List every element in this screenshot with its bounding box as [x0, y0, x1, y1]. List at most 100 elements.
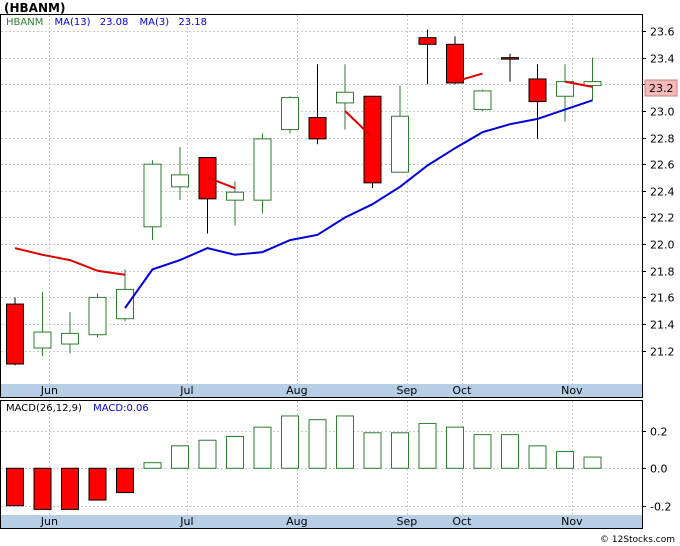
macd-legend-value: MACD:0.06 [93, 403, 149, 414]
candle [6, 297, 24, 366]
candle-body [473, 90, 492, 111]
price-tick-label: 21.8 [650, 266, 675, 279]
legend-ma13-value: 23.08 [100, 17, 129, 28]
chart-title: (HBANM) [4, 1, 65, 15]
macd-tick-label: -0.2 [650, 501, 671, 514]
month-label: Sep [397, 384, 418, 397]
price-tick-label: 22.6 [650, 159, 675, 172]
month-label: Aug [286, 384, 307, 397]
candle [226, 181, 244, 226]
month-band-bottom [1, 515, 642, 528]
candle [501, 53, 519, 82]
ma3-line [344, 110, 374, 139]
last-price-value: 23.2 [649, 82, 674, 95]
price-tick-label: 21.2 [650, 346, 675, 359]
month-axis-bottom: Jun Jul Aug Sep Oct Nov [40, 515, 583, 528]
month-label: Oct [452, 384, 472, 397]
candle-body [363, 95, 382, 184]
last-price-tag: 23.2 [644, 79, 678, 97]
watermark: © 12Stocks.com [600, 535, 675, 545]
macd-bar [336, 415, 354, 469]
macd-bar [33, 467, 52, 510]
ma3-line [564, 80, 593, 88]
macd-bar [391, 432, 409, 469]
candle [171, 146, 189, 201]
macd-bar [473, 434, 492, 469]
candle [363, 95, 382, 189]
macd-tick-label: 0.0 [650, 463, 668, 476]
price-tick-label: 23.4 [650, 53, 675, 66]
macd-legend-label: MACD(26,12,9) [6, 403, 82, 414]
candle-body [556, 81, 574, 97]
price-tick-label: 22.4 [650, 186, 675, 199]
candle [473, 89, 492, 111]
candle [143, 160, 162, 241]
candle [336, 64, 354, 130]
candle [446, 36, 464, 85]
legend-ma3-value: 23.18 [178, 17, 207, 28]
macd-bar [253, 426, 272, 469]
moving-averages [14, 72, 593, 309]
month-axis-top: Jun Jul Aug Sep Oct Nov [40, 384, 583, 397]
candle-body [446, 43, 464, 84]
macd-bar [6, 467, 24, 507]
candle-body [143, 163, 162, 228]
candle [556, 64, 574, 122]
candle-body [281, 97, 299, 131]
month-label: Jun [40, 515, 58, 528]
month-label: Nov [561, 515, 583, 528]
candle [528, 64, 547, 139]
month-label: Aug [286, 515, 307, 528]
ma3-line [14, 247, 126, 276]
price-tick-label: 23.6 [650, 26, 675, 39]
macd-bar [143, 462, 162, 469]
candle [116, 269, 134, 322]
candle-body [336, 91, 354, 104]
candle-body [6, 303, 24, 365]
macd-bar [501, 434, 519, 469]
price-panel [0, 14, 643, 398]
candle-body [88, 296, 107, 336]
candle-body [226, 191, 244, 201]
macd-bar [528, 445, 547, 469]
candle [391, 85, 409, 173]
price-axis: 21.2 21.4 21.6 21.8 22.0 22.2 22.4 22.6 22.8 23.0… [642, 26, 675, 359]
price-tick-label: 21.6 [650, 292, 675, 305]
macd-bar [418, 422, 437, 469]
price-tick-label: 22.0 [650, 239, 675, 252]
macd-bars [6, 415, 602, 510]
candle [33, 292, 52, 357]
macd-legend: MACD(26,12,9) MACD:0.06 [6, 403, 149, 414]
legend-ma3-label: MA(3) [140, 17, 170, 28]
candle-body [116, 288, 134, 320]
ma3-line [207, 176, 236, 190]
legend-symbol: HBANM [6, 17, 43, 28]
macd-bar [171, 445, 189, 469]
candle [253, 133, 272, 214]
candle-body [583, 81, 602, 87]
macd-bar [556, 450, 574, 469]
month-label: Jun [40, 384, 58, 397]
candle-body [171, 174, 189, 188]
candle [88, 293, 107, 338]
macd-bar [61, 467, 79, 510]
candle-body [418, 37, 437, 45]
price-tick-label: 22.8 [650, 133, 675, 146]
candle [61, 312, 79, 354]
candle-body [528, 78, 547, 103]
candle [281, 96, 299, 134]
month-label: Jul [179, 515, 193, 528]
price-tick-label: 22.2 [650, 212, 675, 225]
month-label: Jul [179, 384, 193, 397]
macd-bar [116, 467, 134, 494]
price-legend: HBANM MA(13) 23.08 MA(3) 23.18 [6, 17, 207, 28]
price-tick-label: 23.0 [650, 106, 675, 119]
ma3-line [454, 72, 483, 83]
month-label: Nov [561, 384, 583, 397]
month-label: Sep [397, 515, 418, 528]
candle-body [308, 117, 327, 140]
macd-bar [308, 419, 327, 469]
macd-axis: -0.2 0.0 0.2 [642, 426, 671, 514]
ma13-line [124, 99, 593, 309]
